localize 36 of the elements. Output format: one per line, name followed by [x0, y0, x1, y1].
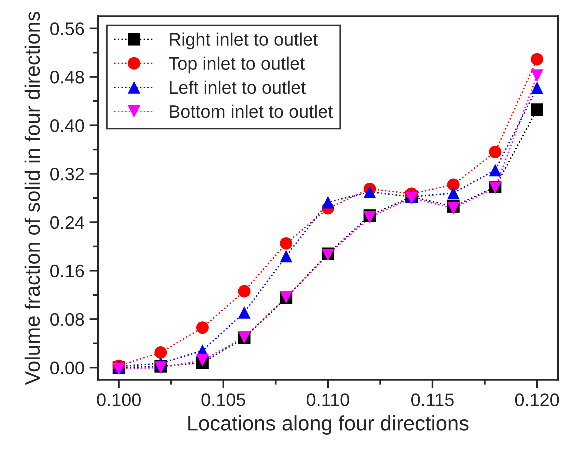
y-tick-label: 0.48 [50, 71, 84, 84]
point [280, 250, 293, 263]
point [322, 196, 334, 209]
legend-label: Left inlet to outlet [170, 80, 306, 94]
point [447, 187, 460, 200]
legend-label: Bottom inlet to outlet [170, 104, 334, 118]
y-tick-label: 0.32 [50, 168, 84, 181]
x-tick-label: 0.105 [202, 394, 246, 406]
point [196, 354, 209, 367]
y-tick-label: 0.40 [50, 119, 84, 132]
point [531, 82, 544, 94]
point [531, 53, 544, 66]
point [154, 346, 168, 359]
point [489, 146, 502, 158]
y-tick-label: 0.00 [50, 362, 84, 375]
legend-label: Right inlet to outlet [170, 32, 318, 50]
point [447, 178, 460, 192]
x-axis-title: Locations along four directions [188, 416, 469, 435]
point [489, 164, 502, 177]
x-tick-label: 0.110 [306, 394, 350, 406]
y-tick-label: 0.24 [50, 216, 84, 230]
point [238, 306, 251, 319]
x-tick-label: 0.120 [515, 394, 560, 406]
point [531, 104, 544, 116]
x-tick-label: 0.100 [97, 394, 141, 406]
point [280, 237, 293, 250]
y-tick-label: 0.16 [50, 264, 84, 278]
point [196, 322, 209, 334]
point [364, 186, 376, 198]
x-tick-label: 0.115 [412, 394, 454, 406]
point [531, 70, 544, 82]
legend-label: Top inlet to outlet [169, 56, 305, 74]
y-tick-label: 0.56 [50, 22, 84, 36]
y-tick-label: 0.08 [50, 313, 84, 326]
y-axis-title: Volume fraction of solid in four directions [24, 12, 40, 386]
point [238, 285, 251, 298]
